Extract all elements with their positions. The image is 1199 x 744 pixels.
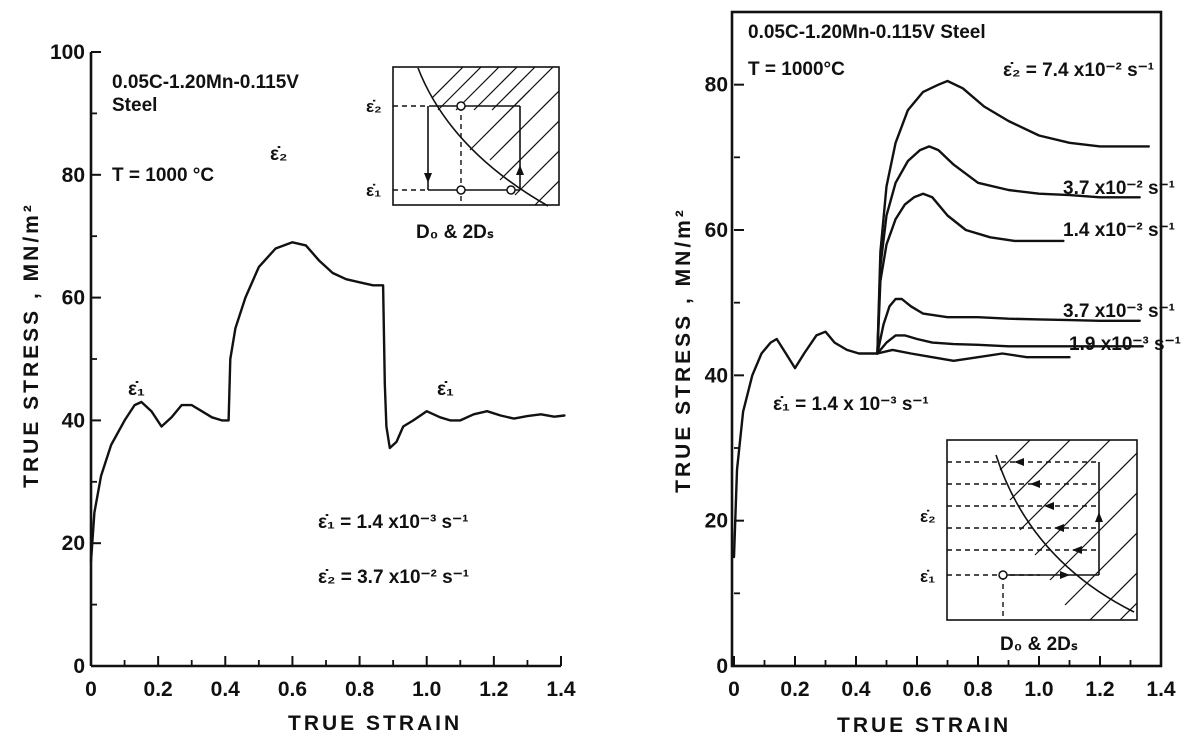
right-x-tick-label: 0 <box>728 678 740 701</box>
left-x-tick-label: 0.6 <box>278 678 307 701</box>
left-rate1-value: ε̇₁ = 1.4 x10⁻³ s⁻¹ <box>318 512 468 533</box>
right-inset-caption: D₀ & 2Dₛ <box>1000 634 1078 655</box>
right-branch-curve-6 <box>876 348 1071 362</box>
left-axis-ticks: 0 0.2 0.4 0.6 0.8 1.0 1.2 1.4 0 20 40 60 80 100 <box>50 41 576 701</box>
left-x-tick-label: 0 <box>85 678 97 701</box>
right-branch-curve-5 <box>876 334 1144 355</box>
left-inset-marker-bottom <box>456 185 466 195</box>
right-base-curve <box>732 330 879 559</box>
right-y-tick-label: 0 <box>716 655 728 678</box>
left-inset-rate1-label: ε̇₁ <box>366 181 381 200</box>
right-branch-curve-2 <box>876 145 1141 355</box>
right-inset-rate1-label: ε̇₁ <box>920 567 935 586</box>
left-material-line1: 0.05C-1.20Mn-0.115V <box>112 72 299 93</box>
left-y-tick-label: 0 <box>73 655 85 678</box>
right-y-axis-label: TRUE STRESS , MN/m² <box>672 207 695 493</box>
right-x-tick-label: 0.6 <box>902 678 931 701</box>
left-x-axis-label: TRUE STRAIN <box>288 712 462 735</box>
left-x-tick-label: 0.8 <box>345 678 375 701</box>
left-inset-hatching <box>432 67 559 205</box>
left-y-axis-label: TRUE STRESS , MN/m² <box>20 202 43 488</box>
right-base-rate-label: ε̇₁ = 1.4 x 10⁻³ s⁻¹ <box>773 394 929 415</box>
right-series-label-4: 3.7 x10⁻³ s⁻¹ <box>1063 301 1175 322</box>
left-rate2-label: ε̇₂ <box>270 144 287 165</box>
right-branch-curve-3 <box>876 192 1065 355</box>
right-branch-curves <box>876 79 1150 362</box>
right-y-tick-label: 80 <box>705 74 728 97</box>
right-inset-frame <box>946 439 1138 621</box>
right-series-label-2: 3.7 x10⁻² s⁻¹ <box>1063 178 1175 199</box>
right-x-tick-label: 0.2 <box>780 678 809 701</box>
right-inset-marker <box>998 570 1008 580</box>
left-x-tick-label: 1.0 <box>412 678 441 701</box>
left-inset-diagram: ε̇₂ ε̇₁ D₀ & 2Dₛ <box>366 66 560 243</box>
left-panel: 0 0.2 0.4 0.6 0.8 1.0 1.2 1.4 0 20 40 60 80 100 TRUE … <box>20 41 576 735</box>
left-y-tick-label: 20 <box>62 532 85 555</box>
right-series-label-3: 1.4 x10⁻² s⁻¹ <box>1063 220 1175 241</box>
left-inset-marker-top <box>456 101 466 111</box>
left-y-tick-label: 100 <box>50 41 85 64</box>
left-y-tick-label: 60 <box>62 287 85 310</box>
left-rate1-label-b: ε̇₁ <box>437 379 454 400</box>
right-panel: 0 0.2 0.4 0.6 0.8 1.0 1.2 1.4 0 20 40 60 80 TRUE STR… <box>672 10 1181 737</box>
right-x-tick-label: 0.4 <box>841 678 871 701</box>
left-inset-frame <box>392 66 560 206</box>
right-y-tick-label: 20 <box>705 510 728 533</box>
left-inset-down-arrow <box>424 173 432 183</box>
right-y-tick-label: 60 <box>705 219 728 242</box>
right-inset-boundary-curve <box>995 454 1135 613</box>
right-material-label: 0.05C-1.20Mn-0.115V Steel <box>748 22 986 43</box>
right-axis-ticks: 0 0.2 0.4 0.6 0.8 1.0 1.2 1.4 0 20 40 60 80 <box>705 74 1176 701</box>
right-x-axis-label: TRUE STRAIN <box>837 714 1011 737</box>
left-rate2-value: ε̇₂ = 3.7 x10⁻² s⁻¹ <box>318 567 469 588</box>
right-y-tick-label: 40 <box>705 364 728 387</box>
left-x-tick-label: 1.2 <box>479 678 508 701</box>
right-x-tick-label: 1.2 <box>1085 678 1114 701</box>
right-branch-curve-1 <box>876 79 1150 355</box>
left-material-line2: Steel <box>112 95 157 116</box>
left-inset-boundary-curve <box>417 67 549 207</box>
right-inset-right-arrow <box>1060 571 1070 579</box>
right-plot-frame <box>730 10 1163 668</box>
left-x-tick-label: 1.4 <box>546 678 576 701</box>
right-temperature-label: T = 1000°C <box>748 59 845 80</box>
right-x-tick-label: 1.4 <box>1146 678 1176 701</box>
left-stress-strain-curve <box>89 241 566 563</box>
left-inset-up-arrow <box>516 165 524 175</box>
right-series-label-1: ε̇₂ = 7.4 x10⁻² s⁻¹ <box>1003 60 1154 81</box>
left-y-tick-label: 80 <box>62 164 85 187</box>
left-y-tick-label: 40 <box>62 409 85 432</box>
right-inset-hatching <box>999 440 1137 620</box>
right-inset-rate2-label: ε̇₂ <box>920 507 936 526</box>
left-rate1-label-a: ε̇₁ <box>128 379 145 400</box>
right-series-label-5: 1.9 x10⁻³ s⁻¹ <box>1069 334 1181 355</box>
right-inset-diagram: ε̇₂ ε̇₁ D₀ & 2Dₛ <box>920 439 1138 655</box>
left-temperature-label: T = 1000 °C <box>112 165 214 186</box>
left-inset-caption: D₀ & 2Dₛ <box>416 222 494 243</box>
left-x-tick-label: 0.2 <box>144 678 173 701</box>
left-inset-rate2-label: ε̇₂ <box>366 97 382 116</box>
right-x-tick-label: 0.8 <box>963 678 993 701</box>
right-inset-up-arrow <box>1095 512 1103 522</box>
left-x-tick-label: 0.4 <box>211 678 241 701</box>
left-inset-marker-right <box>506 185 516 195</box>
right-x-tick-label: 1.0 <box>1024 678 1053 701</box>
right-branch-curve-4 <box>876 297 1141 355</box>
